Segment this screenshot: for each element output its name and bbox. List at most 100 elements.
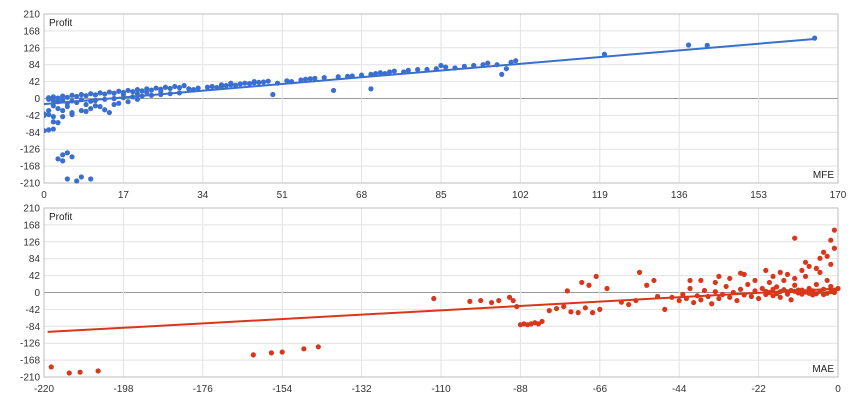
- y-tick-label: 126: [23, 43, 40, 54]
- y-tick-label: -210: [20, 179, 40, 190]
- data-point: [644, 282, 650, 288]
- data-point: [92, 92, 98, 98]
- data-point: [181, 83, 187, 89]
- data-point: [626, 301, 632, 308]
- x-tick-label: 85: [435, 190, 447, 201]
- data-point: [186, 86, 192, 92]
- data-point: [478, 297, 484, 304]
- data-point: [48, 364, 54, 370]
- data-point: [813, 281, 819, 288]
- data-point: [496, 297, 502, 304]
- data-point: [46, 127, 52, 133]
- data-point: [55, 120, 61, 126]
- data-point: [506, 294, 513, 300]
- y-tick-label: 210: [23, 204, 40, 215]
- data-point: [144, 86, 150, 92]
- data-point: [687, 277, 693, 284]
- data-point: [467, 298, 473, 304]
- data-point: [828, 261, 834, 267]
- data-point: [438, 62, 444, 69]
- y-tick-label: 126: [23, 237, 40, 248]
- data-point: [92, 103, 98, 109]
- data-point: [64, 176, 70, 182]
- data-point: [315, 344, 321, 350]
- y-tick-label: -210: [20, 373, 40, 384]
- data-point: [820, 249, 827, 255]
- data-point: [95, 368, 101, 374]
- data-point: [485, 60, 491, 66]
- data-point: [60, 158, 66, 164]
- data-point: [539, 318, 545, 325]
- data-point: [265, 78, 271, 84]
- y-tick-label: -126: [20, 339, 40, 350]
- x-tick-label: 0: [835, 384, 841, 395]
- data-point: [284, 78, 290, 84]
- data-point: [685, 42, 692, 48]
- data-point: [579, 279, 585, 286]
- y-tick-label: -42: [26, 305, 41, 316]
- data-point: [78, 174, 84, 180]
- data-point: [268, 350, 274, 356]
- data-point: [488, 299, 495, 306]
- y-tick-label: 84: [29, 60, 41, 71]
- data-point: [251, 79, 257, 85]
- x-tick-label: -154: [272, 384, 292, 395]
- data-point: [66, 370, 72, 376]
- data-point: [737, 270, 744, 276]
- data-point: [662, 306, 668, 312]
- y-axis-title: Profit: [49, 212, 73, 223]
- data-point: [387, 69, 393, 75]
- data-point: [60, 114, 66, 120]
- data-point: [134, 91, 141, 97]
- data-point: [134, 96, 141, 102]
- data-point: [828, 283, 834, 290]
- data-point: [60, 93, 66, 99]
- data-point: [792, 235, 798, 241]
- data-point: [651, 277, 657, 284]
- data-point: [144, 89, 150, 96]
- data-point: [46, 107, 52, 114]
- data-point: [788, 297, 794, 303]
- y-tick-label: 0: [34, 94, 40, 105]
- data-point: [503, 66, 509, 72]
- data-point: [748, 293, 754, 300]
- data-point: [737, 286, 744, 292]
- data-point: [321, 74, 327, 81]
- data-point: [405, 67, 411, 73]
- data-point: [120, 91, 126, 98]
- data-point: [46, 95, 52, 101]
- data-point: [597, 306, 603, 312]
- data-point: [368, 86, 374, 92]
- data-point: [712, 279, 718, 286]
- data-point: [242, 80, 248, 86]
- data-point: [777, 294, 783, 300]
- data-point: [50, 97, 56, 104]
- data-point: [74, 93, 80, 100]
- data-point: [60, 152, 66, 158]
- data-point: [691, 299, 697, 306]
- data-point: [55, 95, 61, 101]
- data-point: [97, 90, 103, 96]
- data-point: [111, 90, 117, 96]
- y-tick-label: 42: [29, 271, 41, 282]
- data-point: [260, 79, 267, 85]
- data-point: [723, 283, 729, 290]
- data-point: [391, 68, 397, 74]
- data-point: [784, 291, 791, 297]
- data-point: [377, 70, 383, 76]
- y-tick-label: 168: [23, 26, 40, 37]
- plot-frame: [43, 13, 839, 184]
- data-point: [589, 310, 596, 316]
- data-point: [820, 291, 827, 298]
- x-tick-label: -176: [193, 384, 213, 395]
- data-point: [564, 288, 570, 294]
- data-point: [298, 77, 304, 83]
- data-point: [246, 81, 253, 87]
- data-point: [698, 277, 704, 284]
- data-point: [116, 88, 122, 94]
- data-point: [83, 108, 89, 114]
- data-point: [250, 352, 256, 358]
- data-point: [176, 85, 183, 91]
